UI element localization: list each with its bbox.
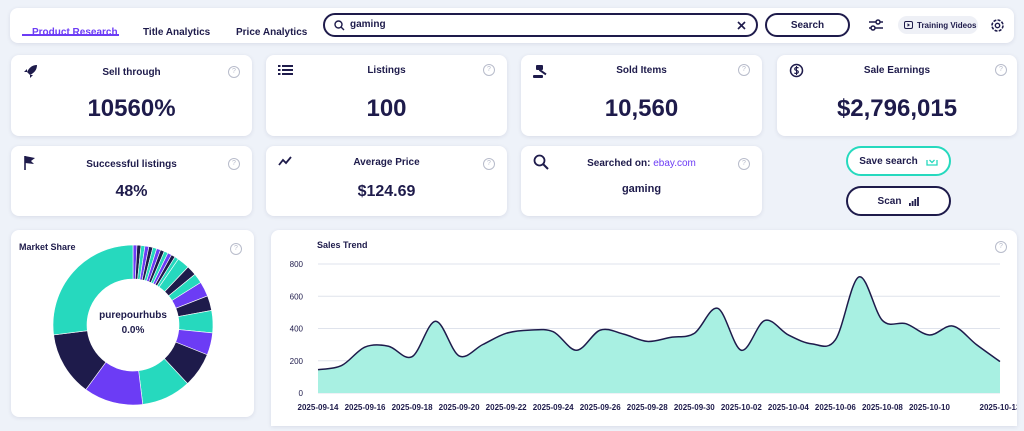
x-tick-label: 2025-09-20	[439, 403, 480, 412]
stat-value: $124.69	[357, 183, 416, 200]
help-icon[interactable]: ?	[995, 64, 1007, 76]
money-icon	[789, 63, 804, 78]
donut-chart: Market Share purepourhubs 0.0%	[19, 242, 214, 406]
y-tick-label: 400	[290, 325, 304, 334]
save-search-label: Save search	[859, 155, 918, 167]
y-tick-label: 800	[290, 260, 304, 269]
x-tick-label: 2025-10-06	[815, 403, 856, 412]
flag-icon	[24, 156, 35, 170]
trend-icon	[278, 156, 292, 166]
x-tick-label: 2025-09-26	[580, 403, 621, 412]
stat-label: Sale Earnings	[863, 65, 931, 76]
searched-on: Searched on: ebay.com	[521, 158, 762, 169]
stat-card: Average Price ? $124.69	[266, 146, 507, 216]
stat-card: Successful listings ? 48%	[11, 146, 252, 216]
x-tick-label: 2025-10-08	[862, 403, 903, 412]
tab-underline	[22, 34, 119, 36]
stat-value: 10560%	[87, 95, 176, 122]
stat-label: Average Price	[353, 157, 420, 168]
search-box[interactable]: gaming	[323, 13, 758, 37]
stat-card: Sell through ? 10560%	[11, 55, 252, 136]
help-icon[interactable]: ?	[483, 64, 495, 76]
stat-value: 100	[366, 95, 407, 122]
clear-icon[interactable]	[737, 21, 746, 30]
help-icon[interactable]: ?	[738, 64, 750, 76]
x-tick-label: 2025-09-28	[627, 403, 668, 412]
line	[317, 276, 1001, 371]
center-label: purepourhubs	[99, 310, 167, 321]
y-tick-label: 600	[290, 292, 304, 301]
sales-trend-card: Sales Trend 0 200 400 600 800 2025-09-14 2025-…	[271, 230, 1021, 426]
chart-title: Market Share	[19, 242, 76, 252]
rocket-icon	[24, 65, 37, 78]
filter-icon[interactable]	[868, 18, 884, 32]
stat-value: 48%	[115, 183, 148, 200]
stat-value: 10,560	[604, 95, 679, 122]
searched-on-label: Searched on:	[587, 158, 651, 169]
x-tick-label: 2025-10-04	[768, 403, 809, 412]
search-button[interactable]: Search	[765, 13, 850, 37]
help-icon[interactable]: ?	[230, 243, 242, 255]
save-icon	[926, 159, 938, 166]
search-icon	[533, 154, 549, 170]
nav-bar: Product Research Title Analytics Price A…	[10, 8, 1014, 43]
stat-label: Sold Items	[616, 65, 667, 76]
center-value: 0.0%	[122, 325, 145, 336]
help-icon[interactable]: ?	[483, 158, 495, 170]
market-share-card: Market Share purepourhubs 0.0% ?	[11, 230, 254, 417]
signal-icon	[909, 196, 920, 206]
x-tick-label: 2025-09-16	[345, 403, 386, 412]
y-tick-label: 0	[299, 389, 304, 398]
training-videos-label: Training Videos	[917, 20, 977, 30]
searched-query: gaming	[621, 183, 662, 195]
chart-title: Sales Trend	[317, 240, 368, 250]
save-search-button[interactable]: Save search	[846, 146, 951, 176]
x-tick-label: 2025-09-30	[674, 403, 715, 412]
x-tick-label: 2025-09-24	[533, 403, 574, 412]
x-tick-label: 2025-10-13	[980, 403, 1017, 412]
x-tick-label: 2025-09-14	[298, 403, 339, 412]
y-tick-label: 200	[290, 357, 304, 366]
help-icon[interactable]: ?	[228, 158, 240, 170]
donut-slice	[52, 244, 134, 336]
scan-label: Scan	[877, 195, 902, 207]
video-icon	[904, 21, 913, 29]
search-query: gaming	[350, 19, 386, 30]
settings-icon[interactable]	[990, 18, 1005, 33]
stat-value: $2,796,015	[836, 95, 958, 122]
tab[interactable]: Product Research	[32, 27, 118, 38]
tab[interactable]: Price Analytics	[236, 27, 308, 38]
stat-card: Sold Items ? 10,560	[521, 55, 762, 136]
searched-on-site[interactable]: ebay.com	[653, 158, 696, 169]
x-tick-label: 2025-10-02	[721, 403, 762, 412]
help-icon[interactable]: ?	[228, 66, 240, 78]
area-chart: Sales Trend 0 200 400 600 800 2025-09-14 2025-…	[290, 240, 1021, 412]
x-tick-label: 2025-10-10	[909, 403, 950, 412]
tab[interactable]: Title Analytics	[143, 27, 211, 38]
search-icon	[334, 20, 345, 31]
stat-card: Listings ? 100	[266, 55, 507, 136]
stat-label: Successful listings	[86, 159, 177, 170]
x-tick-label: 2025-09-22	[486, 403, 527, 412]
help-icon[interactable]: ?	[738, 158, 750, 170]
help-icon[interactable]: ?	[995, 241, 1007, 253]
list-icon	[278, 65, 293, 75]
gavel-icon	[533, 65, 547, 78]
scan-button[interactable]: Scan	[846, 186, 951, 216]
search-card: Searched on: ebay.com ? gaming	[521, 146, 762, 216]
area-fill	[318, 276, 1000, 393]
stat-label: Sell through	[102, 67, 161, 78]
stat-label: Listings	[367, 65, 406, 76]
training-videos[interactable]: Training Videos	[898, 16, 978, 34]
stat-card: Sale Earnings ? $2,796,015	[777, 55, 1017, 136]
x-tick-label: 2025-09-18	[392, 403, 433, 412]
